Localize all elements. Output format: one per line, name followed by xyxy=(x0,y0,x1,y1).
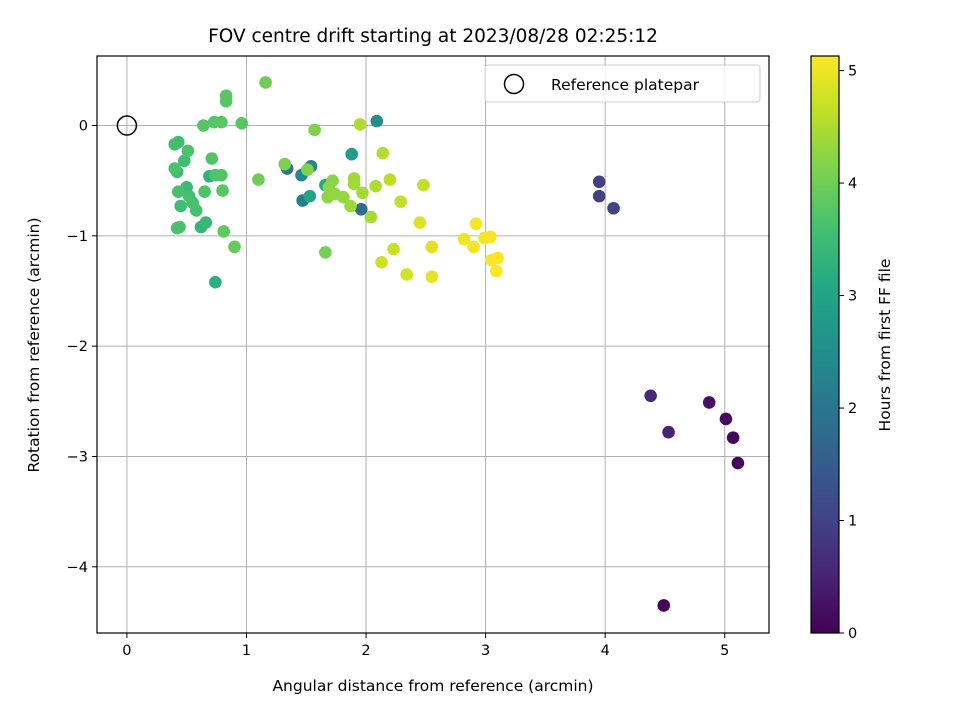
data-point xyxy=(217,225,231,238)
data-point xyxy=(174,199,188,213)
data-point xyxy=(301,163,314,176)
colorbar-tick-label: 5 xyxy=(848,64,857,80)
data-point xyxy=(726,431,740,445)
data-point xyxy=(490,264,503,278)
data-point xyxy=(467,240,480,254)
x-tick-label: 4 xyxy=(601,643,610,659)
data-point xyxy=(186,196,199,210)
legend: Reference platepar xyxy=(484,64,761,103)
y-axis-ticks: 0 −1 −2 −3 −4 xyxy=(67,119,97,576)
data-point xyxy=(173,220,186,234)
y-tick-label: −3 xyxy=(67,449,88,465)
data-point xyxy=(491,251,504,265)
data-point xyxy=(172,185,185,198)
x-tick-label: 2 xyxy=(361,643,370,659)
colorbar-tick-label: 1 xyxy=(848,514,857,530)
data-point xyxy=(383,173,397,186)
data-point xyxy=(197,119,210,132)
data-point xyxy=(644,389,657,403)
y-tick-label: −4 xyxy=(67,560,88,576)
data-point xyxy=(168,162,182,175)
data-point xyxy=(731,456,745,470)
colorbar-tick-label: 0 xyxy=(848,626,857,642)
data-point xyxy=(370,114,384,128)
plot-frame xyxy=(96,55,770,634)
data-point xyxy=(394,195,408,208)
x-tick-label: 0 xyxy=(122,643,131,659)
data-point xyxy=(303,189,317,203)
x-tick-label: 1 xyxy=(242,643,251,659)
x-tick-label: 3 xyxy=(481,643,490,659)
data-point xyxy=(469,217,483,230)
data-point xyxy=(662,425,675,439)
data-point xyxy=(199,216,213,229)
data-point xyxy=(337,190,350,204)
data-point xyxy=(356,186,369,200)
data-point xyxy=(387,242,400,256)
colorbar-tick-label: 3 xyxy=(848,289,857,305)
data-point xyxy=(417,178,430,192)
data-point xyxy=(457,232,471,246)
data-point xyxy=(219,89,233,103)
y-tick-label: 0 xyxy=(79,119,88,135)
data-point xyxy=(252,173,265,186)
data-point xyxy=(592,189,606,203)
data-point xyxy=(657,599,671,612)
data-point xyxy=(592,175,606,189)
data-point xyxy=(344,199,357,213)
x-tick-label: 5 xyxy=(720,643,729,659)
data-point xyxy=(413,216,427,229)
data-point xyxy=(376,146,390,160)
colorbar-tick-label: 4 xyxy=(848,176,857,192)
data-point xyxy=(425,270,439,283)
data-point xyxy=(319,246,332,259)
data-point xyxy=(347,177,361,191)
data-point xyxy=(607,201,620,215)
data-point xyxy=(308,123,321,137)
data-point xyxy=(364,210,378,224)
data-point xyxy=(484,230,497,244)
data-point xyxy=(181,144,195,158)
data-point xyxy=(177,154,191,168)
data-point xyxy=(235,116,248,130)
legend-label: Reference platepar xyxy=(551,76,700,94)
colorbar-ticks: 0 1 2 3 4 5 xyxy=(839,64,857,642)
data-point xyxy=(400,268,413,281)
chart-title: FOV centre drift starting at 2023/08/28 … xyxy=(208,26,658,47)
data-point xyxy=(215,115,228,129)
data-point xyxy=(228,240,241,254)
data-point xyxy=(345,147,358,161)
y-tick-label: −1 xyxy=(67,229,88,245)
colorbar-label: Hours from first FF file xyxy=(876,259,894,432)
data-point xyxy=(425,240,439,254)
data-point xyxy=(702,396,716,409)
data-point xyxy=(216,184,229,197)
data-point xyxy=(215,168,228,182)
data-point xyxy=(205,152,219,165)
data-point xyxy=(369,179,382,193)
legend-marker-icon xyxy=(503,73,525,95)
colorbar-tick-label: 2 xyxy=(848,401,857,417)
data-point xyxy=(375,256,388,269)
data-point xyxy=(168,137,182,151)
x-axis-ticks: 0 1 2 3 4 5 xyxy=(122,633,729,659)
y-tick-label: −2 xyxy=(67,339,88,355)
y-axis-label: Rotation from reference (arcmin) xyxy=(25,217,43,472)
data-point xyxy=(259,76,272,89)
reference-platepar-marker xyxy=(116,115,138,136)
data-point xyxy=(353,118,367,131)
x-axis-label: Angular distance from reference (arcmin) xyxy=(272,677,593,695)
legend-box xyxy=(484,64,761,103)
data-point xyxy=(354,203,368,216)
data-point xyxy=(209,275,222,289)
colorbar xyxy=(810,55,840,634)
grid-lines xyxy=(97,56,769,633)
data-point xyxy=(198,185,211,198)
data-point xyxy=(278,157,292,171)
data-points xyxy=(168,76,745,612)
data-point xyxy=(719,412,733,426)
